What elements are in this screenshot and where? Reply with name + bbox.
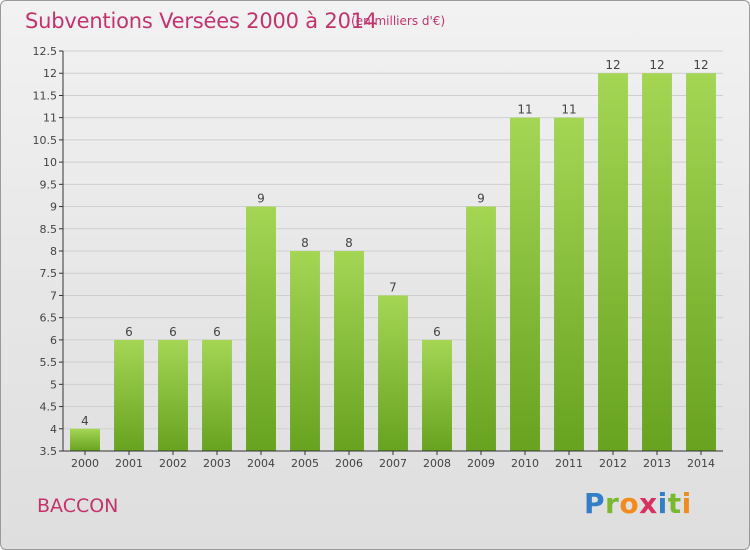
x-tick-label: 2004	[247, 457, 275, 470]
data-label: 9	[477, 192, 485, 206]
logo-letter: r	[605, 487, 620, 520]
x-tick-label: 2013	[643, 457, 671, 470]
y-tick-label: 4.5	[40, 401, 58, 414]
bar-2000	[70, 428, 100, 451]
data-label: 8	[301, 236, 309, 250]
data-label: 6	[169, 325, 177, 339]
bar-2008	[422, 339, 452, 451]
bar-2004	[246, 206, 276, 451]
labels: 3.5 4 4.5 5 5.5 6 6.5 7 7.5 8 8.5 9 9.5 10 10.5 11 11.5 1…	[33, 45, 716, 470]
bar-2014	[686, 73, 716, 451]
logo-letter: x	[639, 487, 658, 520]
bar-2012	[598, 73, 628, 451]
y-tick-label: 10	[43, 156, 57, 169]
y-tick-label: 6	[50, 334, 57, 347]
y-tick-label: 9	[50, 201, 57, 214]
logo-letter: P	[584, 487, 606, 520]
bar-2007	[378, 295, 408, 451]
data-label: 12	[605, 58, 620, 72]
bar-2010	[510, 117, 540, 452]
x-tick-label: 2014	[687, 457, 715, 470]
y-tick-label: 6.5	[40, 312, 58, 325]
bar-2003	[202, 339, 232, 451]
bar-2009	[466, 206, 496, 451]
bar-2005	[290, 251, 320, 451]
data-label: 12	[693, 58, 708, 72]
x-tick-label: 2008	[423, 457, 451, 470]
x-tick-label: 2009	[467, 457, 495, 470]
data-label: 6	[213, 325, 221, 339]
bar-2006	[334, 251, 364, 451]
x-tick-label: 2007	[379, 457, 407, 470]
x-tick-label: 2005	[291, 457, 319, 470]
x-tick-label: 2000	[71, 457, 99, 470]
logo-letter: o	[619, 487, 640, 520]
y-tick-label: 7.5	[40, 267, 58, 280]
x-tick-label: 2002	[159, 457, 187, 470]
y-tick-label: 5	[50, 378, 57, 391]
data-label: 12	[649, 58, 664, 72]
commune-name: BACCON	[37, 495, 119, 517]
y-tick-label: 5.5	[40, 356, 58, 369]
data-label: 6	[433, 325, 441, 339]
y-tick-label: 8	[50, 245, 57, 258]
x-tick-label: 2010	[511, 457, 539, 470]
x-tick-label: 2012	[599, 457, 627, 470]
x-tick-label: 2006	[335, 457, 363, 470]
y-tick-label: 11.5	[33, 89, 58, 102]
chart-title: Subventions Versées 2000 à 2014	[25, 9, 378, 33]
x-tick-label: 2011	[555, 457, 583, 470]
y-tick-label: 12.5	[33, 45, 58, 58]
logo-letter: i	[681, 487, 692, 520]
proxiti-logo: Proxiti	[584, 487, 692, 520]
y-tick-label: 9.5	[40, 178, 58, 191]
data-label: 11	[561, 103, 576, 117]
data-label: 11	[517, 103, 532, 117]
y-tick-label: 7	[50, 289, 57, 302]
data-label: 7	[389, 280, 397, 294]
x-tick-label: 2001	[115, 457, 143, 470]
y-tick-label: 4	[50, 423, 57, 436]
y-tick-label: 10.5	[33, 134, 58, 147]
bar-2001	[114, 339, 144, 451]
bar-2013	[642, 73, 672, 451]
bar-2011	[554, 117, 584, 452]
y-tick-label: 3.5	[40, 445, 58, 458]
data-label: 8	[345, 236, 353, 250]
chart-subtitle: (en milliers d'€)	[351, 14, 446, 28]
bar-2002	[158, 339, 188, 451]
data-label: 4	[81, 414, 89, 428]
y-tick-label: 11	[43, 112, 57, 125]
logo-letter: t	[667, 487, 682, 520]
logo-letter: i	[657, 487, 668, 520]
x-tick-label: 2003	[203, 457, 231, 470]
y-tick-label: 12	[43, 67, 57, 80]
data-label: 9	[257, 192, 265, 206]
y-tick-label: 8.5	[40, 223, 58, 236]
bars	[70, 73, 716, 452]
data-label: 6	[125, 325, 133, 339]
axes	[59, 50, 723, 455]
